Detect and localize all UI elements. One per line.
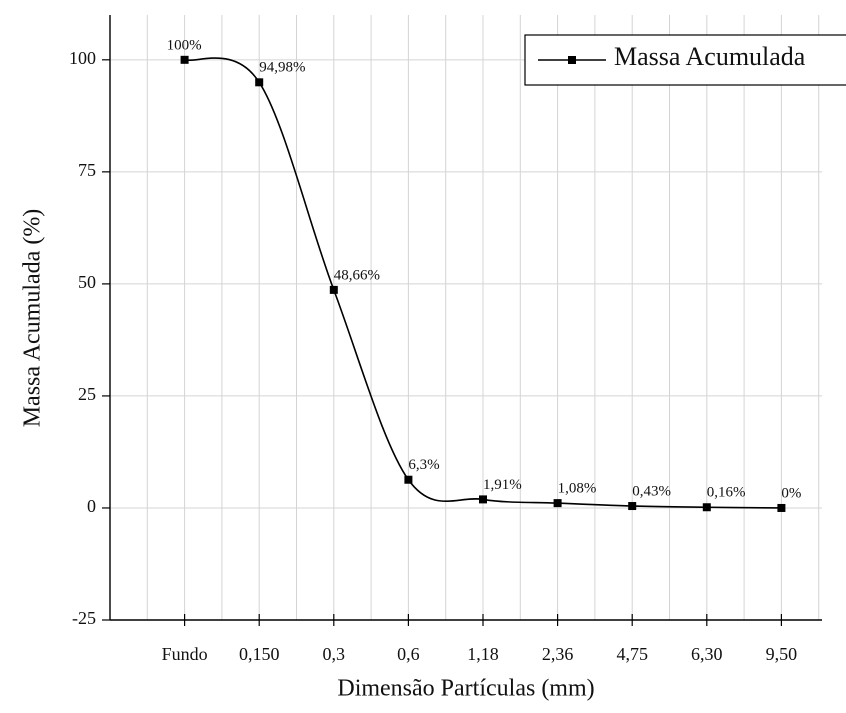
data-label: 48,66% — [334, 267, 380, 283]
y-tick-label: 50 — [78, 272, 96, 292]
x-tick-label: 0,150 — [239, 644, 280, 664]
line — [184, 57, 782, 509]
marker — [479, 495, 487, 504]
marker — [180, 55, 189, 64]
x-tick-label: 1,18 — [467, 644, 499, 664]
marker — [553, 499, 562, 508]
legend-label: Massa Acumulada — [614, 42, 806, 71]
data-label: 6,3% — [408, 457, 439, 473]
marker — [702, 503, 711, 512]
y-tick-label: 25 — [78, 384, 96, 404]
data-label: 100% — [167, 37, 202, 53]
y-tick-label: 0 — [87, 496, 96, 516]
y-tick-label: -25 — [72, 608, 96, 628]
data-label: 0,43% — [632, 483, 671, 499]
marker — [628, 502, 637, 511]
marker — [404, 475, 413, 484]
x-tick-label: 0,3 — [323, 644, 346, 664]
marker — [329, 285, 338, 294]
data-label: 94,98% — [259, 60, 305, 76]
x-tick-label: 0,6 — [397, 644, 420, 664]
marker — [777, 503, 786, 512]
x-tick-label: 9,50 — [766, 644, 798, 664]
x-tick-label: 2,36 — [542, 644, 574, 664]
marker — [255, 78, 264, 87]
legend-marker — [568, 56, 576, 64]
x-axis-title: Dimensão Partículas (mm) — [337, 676, 594, 702]
y-axis-title: Massa Acumulada (%) — [20, 209, 46, 428]
x-tick-label: 6,30 — [691, 644, 723, 664]
data-label: 1,91% — [483, 477, 522, 493]
y-tick-label: 75 — [78, 160, 96, 180]
data-label: 0% — [781, 485, 801, 501]
data-label: 0,16% — [707, 485, 746, 501]
y-tick-label: 100 — [69, 48, 96, 68]
data-label: 1,08% — [558, 481, 597, 497]
x-tick-label: 4,75 — [616, 644, 648, 664]
x-tick-label: Fundo — [162, 644, 208, 664]
